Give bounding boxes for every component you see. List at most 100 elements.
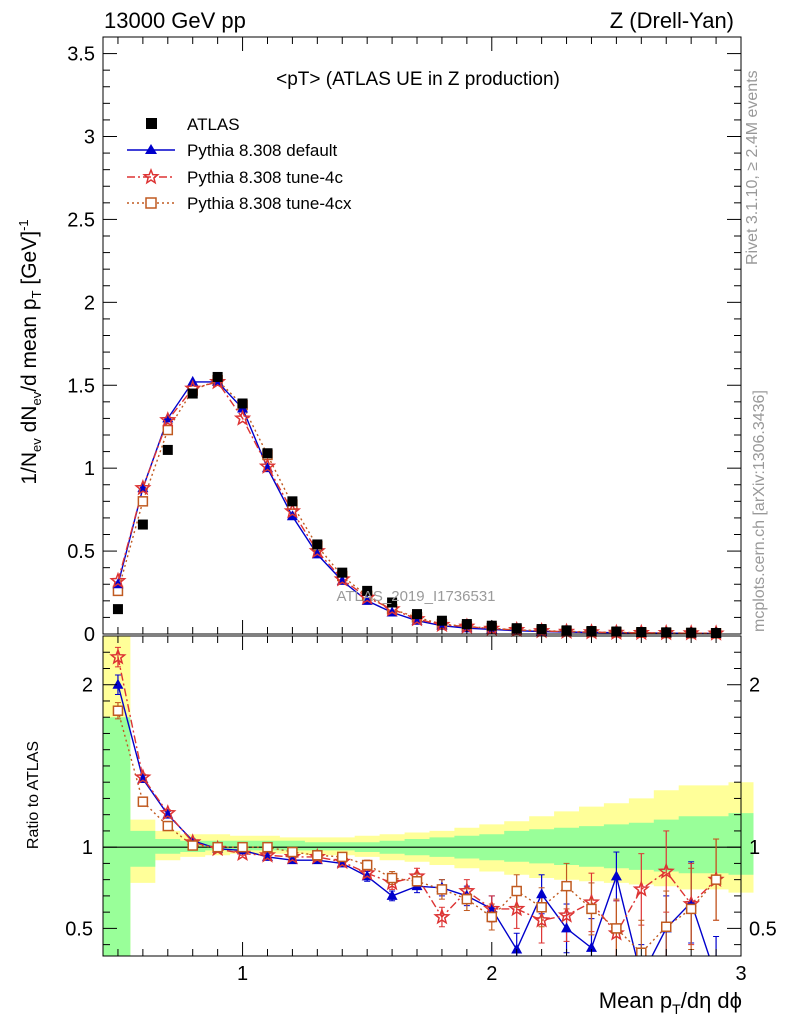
main-point-s0-14 xyxy=(461,619,472,630)
main-point-s0-1 xyxy=(137,519,148,530)
ratio-band-stat xyxy=(103,717,754,956)
ratio-xtick-label: 2 xyxy=(486,963,497,985)
main-ytick-label: 0 xyxy=(84,624,95,646)
legend-label-tune4c: Pythia 8.308 tune-4c xyxy=(187,168,343,187)
main-point-s0-8 xyxy=(312,539,323,550)
ratio-point-s2-2 xyxy=(162,820,174,832)
ratio-point-s2-8 xyxy=(312,850,323,861)
ratio-point-s2-11 xyxy=(386,872,398,884)
ratio-point-s1-2 xyxy=(159,804,177,821)
ratio-point-s2-1 xyxy=(137,796,149,807)
ratio-point-s2-10 xyxy=(361,859,373,871)
ratio-point-s1-0 xyxy=(109,647,127,665)
main-ytick-label: 2.5 xyxy=(67,209,95,231)
ratio-point-s2-7 xyxy=(287,846,298,858)
main-point-s0-0 xyxy=(112,604,123,615)
main-axes: 0 0.5 1 1.5 2 2.5 3 3.5 xyxy=(67,36,742,646)
mcplots-label: mcplots.cern.ch [arXiv:1306.3436] xyxy=(751,390,768,632)
legend-marker-default xyxy=(145,144,157,154)
ratio-point-s0-0 xyxy=(112,678,124,689)
ratio-point-s2-15 xyxy=(486,911,498,923)
ratio-point-s0-17 xyxy=(536,888,548,899)
ratio-point-s2-4 xyxy=(212,841,223,853)
main-y-axis-label: 1/Nev dNev/d mean pT [GeV]-1 xyxy=(16,219,44,484)
ratio-point-s2-17 xyxy=(536,902,547,913)
legend-label-atlas: ATLAS xyxy=(187,115,240,134)
ratio-axes: 0.5 0.5 1 1 2 2 1 2 3 xyxy=(65,635,777,985)
ratio-xtick-label: 3 xyxy=(735,963,746,985)
ratio-frame xyxy=(102,635,742,957)
main-point-s0-4 xyxy=(212,371,223,382)
ratio-point-s0-21 xyxy=(636,971,647,981)
ratio-xtick-label: 1 xyxy=(237,963,248,985)
ratio-point-s2-0 xyxy=(112,705,124,716)
main-point-s2-6 xyxy=(258,457,277,474)
ratio-ytick-label: 1 xyxy=(82,837,93,859)
ratio-ytick-label-right: 1 xyxy=(749,837,760,859)
ratio-point-s1-18 xyxy=(557,906,576,923)
ratio-point-s2-14 xyxy=(461,893,473,905)
ratio-ytick-label-right: 0.5 xyxy=(749,918,777,940)
x-axis-label: Mean pT/dη dϕ xyxy=(599,988,742,1017)
ratio-data-layer xyxy=(109,646,725,981)
ratio-point-s0-20 xyxy=(610,870,622,881)
main-point-s0-13 xyxy=(436,615,447,626)
main-point-s2-0 xyxy=(109,571,127,589)
ratio-point-s2-12 xyxy=(411,876,423,887)
ratio-point-s2-6 xyxy=(262,841,273,853)
main-point-s1-2 xyxy=(162,412,174,423)
ratio-point-s0-16 xyxy=(511,943,523,954)
ratio-point-s2-20 xyxy=(611,923,622,934)
ratio-series-group xyxy=(109,646,725,981)
main-point-s2-2 xyxy=(159,411,177,428)
ratio-band-total xyxy=(103,636,754,956)
ratio-point-s2-9 xyxy=(337,851,348,863)
main-ytick-label: 1.5 xyxy=(67,375,95,397)
main-point-s2-4 xyxy=(209,372,227,390)
main-point-s0-9 xyxy=(337,567,348,578)
ratio-panel: 0.5 0.5 1 1 2 2 1 2 3 Ratio to ATLAS Mean pT/dη … xyxy=(25,635,777,1017)
main-point-s0-11 xyxy=(387,597,398,608)
ratio-point-s1-6 xyxy=(258,846,277,863)
main-point-s3-2 xyxy=(162,424,174,436)
ratio-point-s1-10 xyxy=(358,864,376,881)
ratio-point-s1-13 xyxy=(433,907,451,925)
legend-label-tune4cx: Pythia 8.308 tune-4cx xyxy=(187,194,352,213)
ratio-point-s1-22 xyxy=(657,862,675,879)
main-point-s0-2 xyxy=(162,444,173,455)
ratio-point-s2-13 xyxy=(436,884,448,895)
header-left: 13000 GeV pp xyxy=(104,8,246,33)
main-ytick-label: 2 xyxy=(84,292,95,314)
ratio-point-s2-16 xyxy=(511,885,522,897)
legend-star-shape xyxy=(142,167,160,185)
plot-title: <pT> (ATLAS UE in Z production) xyxy=(276,69,560,90)
main-point-s0-10 xyxy=(362,585,373,596)
main-ytick-label: 3.5 xyxy=(67,44,95,66)
legend-marker-atlas xyxy=(146,118,157,129)
ratio-point-s0-18 xyxy=(561,922,573,933)
main-point-s0-6 xyxy=(262,448,273,459)
main-point-s2-11 xyxy=(383,600,401,617)
ratio-y-axis-label: Ratio to ATLAS xyxy=(25,741,42,849)
main-point-s0-5 xyxy=(237,398,248,409)
legend-marker-tune4cx xyxy=(145,197,157,209)
main-point-s2-7 xyxy=(283,502,302,519)
ratio-point-s2-24 xyxy=(710,874,722,885)
ratio-point-s2-23 xyxy=(685,903,697,915)
ratio-point-s1-16 xyxy=(507,899,526,917)
ratio-ytick-label-right: 2 xyxy=(749,675,760,697)
main-point-s2-9 xyxy=(333,570,351,587)
ratio-point-s1-17 xyxy=(533,911,551,928)
main-ytick-label: 0.5 xyxy=(67,541,95,563)
ratio-ytick-label: 2 xyxy=(82,675,93,697)
main-point-s0-3 xyxy=(187,388,198,399)
ratio-point-s1-21 xyxy=(632,880,651,897)
ratio-point-s1-1 xyxy=(134,768,152,785)
ratio-point-s2-18 xyxy=(561,880,572,892)
ratio-point-s0-24 xyxy=(711,971,722,981)
ratio-ytick-label: 0.5 xyxy=(65,918,93,940)
ratio-point-s2-3 xyxy=(187,840,198,851)
ratio-point-s0-19 xyxy=(585,941,597,952)
ratio-uncertainty-bands xyxy=(103,636,754,956)
